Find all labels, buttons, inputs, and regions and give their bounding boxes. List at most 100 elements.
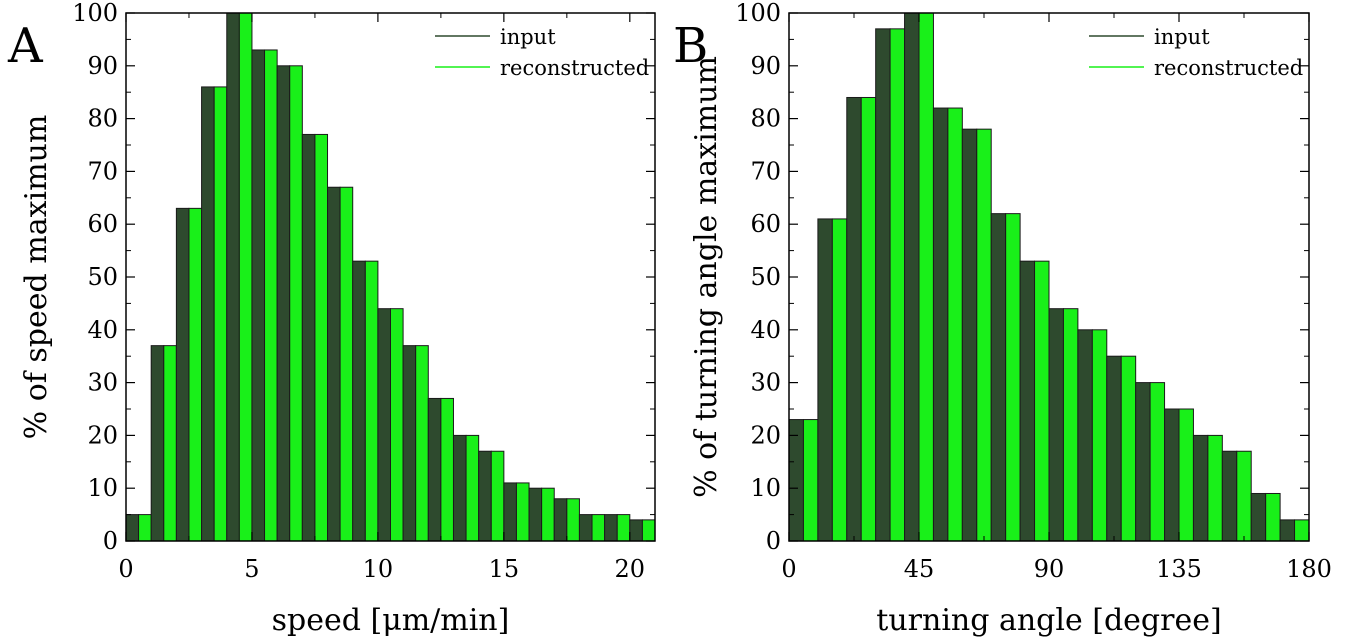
panel-a-bar-reconstructed-0: [138, 514, 152, 542]
panel-a-bar-reconstructed-16: [541, 487, 555, 542]
panel-b-bar-reconstructed-2: [860, 96, 877, 542]
panel-a-y-axis-title: % of speed maximum: [19, 115, 54, 440]
panel-a-y-tick-label: 0: [103, 527, 118, 555]
panel-b-bar-input-4: [904, 12, 920, 542]
panel-a-bar-input-5: [251, 49, 266, 542]
panel-a-bar-input-11: [402, 345, 417, 542]
panel-a-y-tick-label: 60: [87, 210, 118, 238]
panel-b-bar-reconstructed-8: [1034, 260, 1050, 542]
panel-a-bar-reconstructed-9: [364, 260, 379, 542]
panel-b-bar-reconstructed-15: [1236, 450, 1252, 542]
panel-b-y-tick-label: 40: [750, 316, 781, 344]
panel-a-y-tick-label: 80: [87, 105, 118, 133]
panel-a-bar-input-6: [276, 65, 291, 542]
panel-a-bar-reconstructed-8: [339, 186, 354, 542]
panel-b-bar-input-7: [990, 213, 1007, 542]
panel-a-bar-reconstructed-15: [515, 482, 530, 542]
panel-a-bar-reconstructed-20: [641, 519, 656, 542]
panel-b-y-tick-label: 50: [750, 263, 781, 291]
panel-b-y-axis-title: % of turning angle maximum: [689, 56, 724, 498]
panel-b-bar-input-13: [1164, 408, 1180, 542]
panel-b-y-tick-label: 100: [735, 0, 781, 27]
panel-b-bar-input-2: [846, 96, 862, 542]
panel-b: 0 10 20 30 40 50 60 70 80 90 100 0 45 90 135 180 B turn…: [673, 0, 1332, 638]
panel-a-legend-label-reconstructed: reconstructed: [500, 56, 649, 80]
panel-a-x-axis-title: speed [μm/min]: [272, 603, 510, 638]
panel-b-y-tick-label: 80: [750, 105, 781, 133]
panel-b-x-tick-label: 135: [1156, 555, 1202, 583]
panel-b-ticks: 0 10 20 30 40 50 60 70 80 90 100 0 45 90 135 180: [735, 0, 1332, 583]
panel-b-bar-input-1: [817, 218, 833, 542]
panel-a-legend-label-input: input: [500, 25, 556, 49]
panel-a-bar-reconstructed-7: [314, 133, 329, 542]
panel-a-bar-input-10: [377, 308, 391, 542]
panel-b-bar-input-0: [788, 419, 804, 542]
panel-b-bar-reconstructed-10: [1091, 329, 1108, 542]
panel-b-x-tick-label: 180: [1286, 555, 1332, 583]
panel-a-bar-input-13: [452, 434, 467, 542]
panel-b-bar-reconstructed-13: [1178, 408, 1194, 542]
panel-a-y-tick-label: 10: [87, 474, 118, 502]
panel-a-bar-input-8: [327, 186, 341, 542]
panel-a-bar-reconstructed-14: [490, 450, 505, 542]
panel-b-bar-reconstructed-1: [831, 218, 848, 542]
panel-a-y-tick-label: 50: [87, 263, 118, 291]
panel-b-bar-reconstructed-3: [889, 28, 906, 542]
panel-a-bar-reconstructed-19: [616, 514, 631, 542]
panel-b-bar-input-6: [961, 128, 978, 542]
panel-b-bar-reconstructed-0: [802, 419, 819, 542]
panel-b-bar-reconstructed-11: [1120, 355, 1137, 542]
panel-a-bar-reconstructed-3: [213, 86, 228, 542]
panel-b-y-tick-label: 30: [750, 369, 781, 397]
panel-a-bar-input-3: [201, 86, 215, 542]
panel-b-bar-input-5: [932, 107, 949, 542]
panel-a-y-tick-label: 30: [87, 369, 118, 397]
panel-a-bar-reconstructed-12: [440, 397, 454, 542]
panel-a-bar-input-15: [503, 482, 517, 542]
panel-b-bar-input-16: [1250, 492, 1267, 542]
panel-a-x-tick-label: 5: [244, 555, 259, 583]
panel-a-x-tick-label: 10: [363, 555, 394, 583]
panel-b-bar-input-14: [1192, 434, 1209, 542]
panel-b-x-tick-label: 90: [1034, 555, 1065, 583]
panel-a-bar-input-4: [226, 12, 240, 542]
panel-a-letter: A: [7, 18, 44, 74]
panel-a-bar-input-14: [478, 450, 492, 542]
panel-b-bar-reconstructed-14: [1207, 434, 1223, 542]
panel-a-x-tick-label: 0: [118, 555, 133, 583]
panel-a-y-tick-label: 20: [87, 421, 118, 449]
panel-a-y-tick-label: 90: [87, 52, 118, 80]
panel-b-bars: [788, 12, 1310, 542]
panel-a-y-tick-label: 100: [72, 0, 118, 27]
panel-b-bar-reconstructed-6: [976, 128, 992, 542]
panel-b-x-tick-label: 0: [781, 555, 796, 583]
panel-b-legend: input reconstructed: [1089, 25, 1303, 80]
panel-b-y-tick-label: 0: [766, 527, 781, 555]
panel-b-bar-reconstructed-17: [1294, 519, 1310, 542]
panel-b-bar-input-12: [1135, 382, 1151, 542]
panel-a-x-tick-label: 20: [615, 555, 646, 583]
panel-b-bar-reconstructed-16: [1265, 492, 1281, 542]
panel-a-bar-input-0: [125, 514, 140, 542]
panel-a-bar-input-17: [553, 498, 568, 542]
panel-a-bar-input-2: [175, 207, 190, 542]
panel-b-bar-input-9: [1048, 308, 1064, 542]
panel-b-y-tick-label: 10: [750, 474, 781, 502]
panel-b-x-axis-title: turning angle [degree]: [876, 603, 1221, 638]
panel-b-y-tick-label: 20: [750, 421, 781, 449]
panel-a-bar-reconstructed-17: [566, 498, 580, 542]
panel-a-bar-reconstructed-13: [465, 434, 480, 542]
panel-a-ticks: 0 10 20 30 40 50 60 70 80 90 100 0 5 10 15 20: [72, 0, 655, 583]
panel-a: 0 10 20 30 40 50 60 70 80 90 100 0 5 10 15 20 A speed […: [7, 0, 656, 638]
panel-b-bar-input-10: [1077, 329, 1093, 542]
panel-b-bar-input-17: [1279, 519, 1296, 542]
panel-a-bar-reconstructed-5: [264, 49, 278, 542]
panel-a-bar-input-19: [604, 514, 618, 542]
panel-a-bar-reconstructed-18: [591, 514, 606, 542]
panel-a-bar-input-7: [301, 133, 316, 542]
panel-b-y-tick-label: 90: [750, 52, 781, 80]
panel-b-bar-input-15: [1221, 450, 1238, 542]
panel-a-bar-input-18: [578, 514, 593, 542]
panel-a-bar-input-1: [150, 345, 165, 542]
